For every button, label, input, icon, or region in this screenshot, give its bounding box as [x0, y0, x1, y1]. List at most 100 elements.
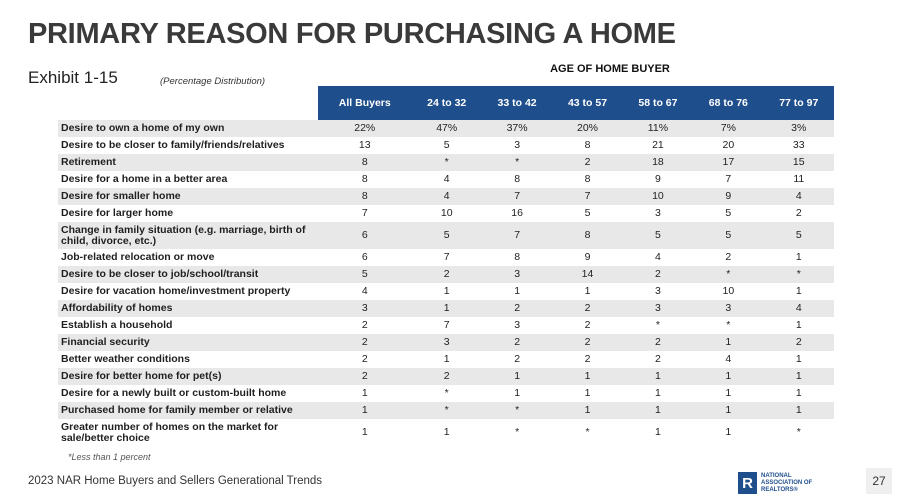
- row-label: Retirement: [58, 154, 318, 171]
- realtor-logo-icon: R: [738, 472, 757, 494]
- table-cell: 2: [795, 207, 802, 219]
- table-cell: 1: [725, 387, 732, 399]
- table-cell: 1: [693, 368, 764, 385]
- table-cell: 3: [693, 300, 764, 317]
- table-row: Desire to own a home of my own 22% 47% 37% 2…: [58, 120, 834, 137]
- table-cell: 2: [725, 251, 732, 263]
- table-row: Desire for vacation home/investment prop…: [58, 283, 834, 300]
- table-cell: 7: [481, 222, 553, 249]
- table-cell: 1: [514, 387, 521, 399]
- page-number: 27: [866, 468, 892, 494]
- header-68-to-76: 68 to 76: [693, 86, 764, 120]
- table-cell: *: [763, 266, 834, 283]
- table-cell: *: [411, 402, 482, 419]
- table-row: Desire for larger home 7 10 16 5 3 5 2: [58, 205, 834, 222]
- table-cell: 10: [722, 285, 735, 297]
- table-cell: 1: [693, 402, 764, 419]
- table-cell: 4: [725, 353, 732, 365]
- table-cell: *: [515, 426, 520, 438]
- table-cell: 1: [443, 285, 450, 297]
- subtitle: (Percentage Distribution): [160, 76, 266, 87]
- table-cell: 5: [318, 266, 412, 283]
- table-cell: 33: [792, 139, 805, 151]
- row-label: Job-related relocation or move: [61, 251, 215, 263]
- table-cell: 1: [725, 426, 732, 438]
- table-cell: 7: [552, 188, 623, 205]
- row-label: Financial security: [58, 334, 318, 351]
- exhibit-label: Exhibit 1-15: [28, 68, 118, 87]
- table-cell: 5: [622, 222, 694, 249]
- table-cell: *: [444, 387, 449, 399]
- table-cell: 4: [443, 173, 450, 185]
- table-cell: 37%: [481, 120, 553, 137]
- table-cell: 4: [361, 285, 368, 297]
- table-cell: 8: [514, 173, 521, 185]
- table-cell: 5: [763, 222, 834, 249]
- reason-table: All Buyers 24 to 32 33 to 42 43 to 57 58…: [58, 86, 834, 446]
- row-label: Affordability of homes: [58, 300, 318, 317]
- table-cell: 3: [411, 334, 482, 351]
- logo-text: NATIONAL ASSOCIATION OF REALTORS®: [761, 472, 813, 493]
- table-cell: 3%: [763, 120, 834, 137]
- table-cell: 22%: [318, 120, 412, 137]
- table-cell: 1: [763, 368, 834, 385]
- table-cell: 1: [552, 368, 623, 385]
- table-cell: 5: [725, 207, 732, 219]
- table-cell: 5: [693, 222, 764, 249]
- header-24-to-32: 24 to 32: [411, 86, 482, 120]
- table-cell: 1: [655, 387, 661, 399]
- table-cell: 1: [584, 387, 591, 399]
- table-cell: 7: [725, 173, 732, 185]
- table-cell: 1: [622, 402, 694, 419]
- table-row: Desire for better home for pet(s) 2 2 1 1 1 1 1: [58, 368, 834, 385]
- table-cell: 4: [763, 300, 834, 317]
- table-cell: 6: [318, 222, 412, 249]
- table-cell: 21: [652, 139, 664, 151]
- table-cell: 1: [584, 285, 591, 297]
- table-cell: *: [726, 319, 731, 331]
- table-row: Desire to be closer to family/friends/re…: [58, 137, 834, 154]
- table-cell: 1: [481, 368, 553, 385]
- table-cell: 7%: [693, 120, 764, 137]
- table-cell: 17: [693, 154, 764, 171]
- header-row: All Buyers 24 to 32 33 to 42 43 to 57 58…: [58, 86, 834, 120]
- table-row: Retirement 8 * * 2 18 17 15: [58, 154, 834, 171]
- header-58-to-67: 58 to 67: [622, 86, 694, 120]
- table-cell: 10: [440, 207, 453, 219]
- nar-logo: R NATIONAL ASSOCIATION OF REALTORS®: [738, 472, 825, 494]
- table-cell: 4: [763, 188, 834, 205]
- table-cell: 2: [763, 334, 834, 351]
- table-cell: 1: [514, 285, 521, 297]
- table-cell: 7: [481, 188, 553, 205]
- footer-source: 2023 NAR Home Buyers and Sellers Generat…: [28, 475, 323, 487]
- table-cell: *: [693, 266, 764, 283]
- table-cell: 1: [655, 426, 661, 438]
- table-cell: 3: [481, 266, 553, 283]
- table-cell: 13: [358, 139, 371, 151]
- table-cell: 8: [584, 173, 591, 185]
- table-cell: 2: [584, 353, 591, 365]
- table-cell: *: [585, 426, 590, 438]
- table-cell: 11%: [622, 120, 694, 137]
- table-cell: 9: [584, 251, 591, 263]
- table-cell: 1: [795, 387, 802, 399]
- table-cell: 4: [655, 251, 661, 263]
- table-cell: 7: [443, 319, 450, 331]
- row-label: Desire to own a home of my own: [58, 120, 318, 137]
- table-cell: 5: [443, 139, 450, 151]
- table-cell: 2: [584, 319, 591, 331]
- row-label: Desire for a home in a better area: [61, 173, 228, 185]
- table-row: Purchased home for family member or rela…: [58, 402, 834, 419]
- table-cell: 2: [622, 266, 694, 283]
- table-row: Job-related relocation or move 6 7 8 9 4 2 1: [58, 249, 834, 266]
- table-cell: 2: [361, 319, 368, 331]
- table-cell: 3: [514, 139, 521, 151]
- table-cell: 8: [318, 154, 412, 171]
- table-cell: 2: [361, 353, 368, 365]
- table-cell: 1: [443, 426, 450, 438]
- table-cell: 1: [361, 426, 368, 438]
- table-row: Establish a household 2 7 3 2 * * 1: [58, 317, 834, 334]
- table-cell: 20: [722, 139, 735, 151]
- table-cell: 4: [411, 188, 482, 205]
- table-cell: 2: [622, 334, 694, 351]
